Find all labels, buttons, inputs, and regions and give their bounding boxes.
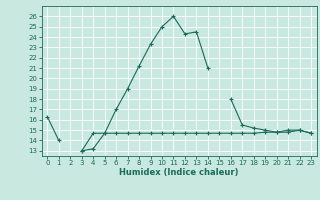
X-axis label: Humidex (Indice chaleur): Humidex (Indice chaleur)	[119, 168, 239, 177]
